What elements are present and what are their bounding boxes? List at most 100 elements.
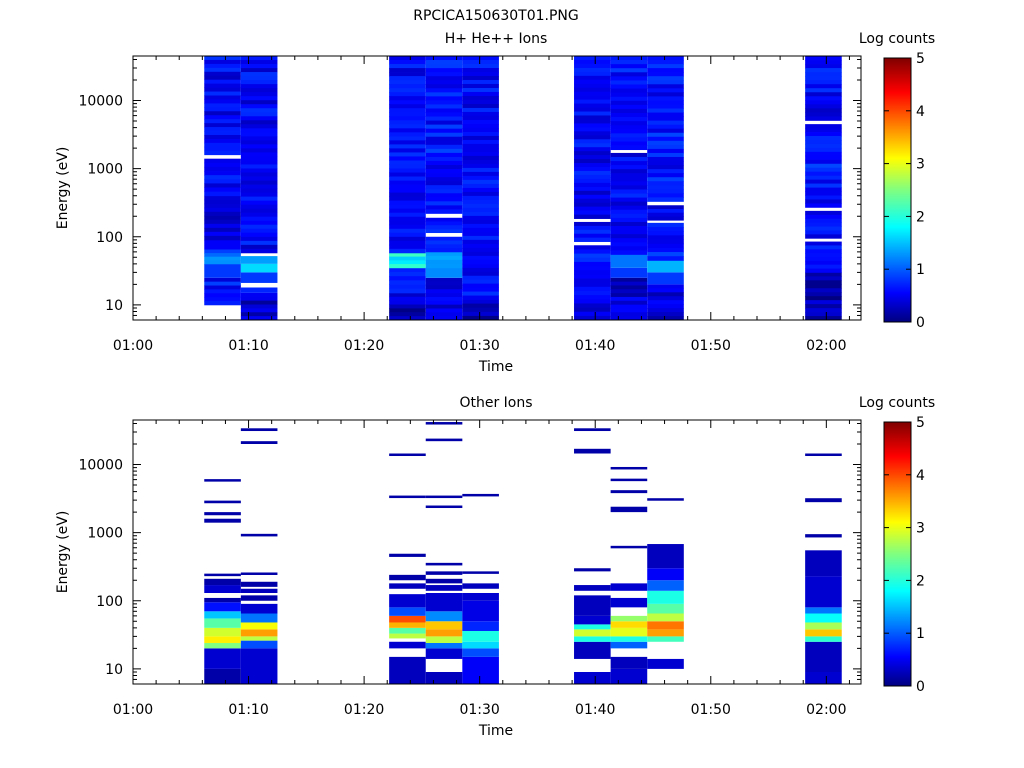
spectrogram-cell (462, 163, 499, 169)
spectrogram-cell (389, 184, 426, 189)
spectrogram-cell (389, 553, 426, 557)
spectrogram-cell (425, 104, 463, 109)
spectrogram-cell (425, 60, 463, 65)
spectrogram-cell (805, 300, 842, 305)
spectrogram-cell (462, 159, 499, 165)
spectrogram-cell (204, 171, 241, 176)
spectrogram-cell (204, 500, 241, 504)
spectrogram-cell (389, 260, 426, 265)
spectrogram-cell (204, 219, 241, 225)
spectrogram-cell (462, 295, 499, 300)
x-tick-label: 01:00 (113, 702, 153, 718)
spectrogram-cell (610, 238, 648, 243)
spectrogram-cell (574, 307, 611, 313)
spectrogram-cell (647, 152, 684, 158)
colorbar-tick-label: 2 (916, 573, 925, 589)
spectrogram-cell (204, 131, 241, 136)
spectrogram-cell (647, 256, 684, 261)
spectrogram-cell (240, 148, 278, 153)
spectrogram-cell (647, 132, 684, 138)
spectrogram-cell (425, 140, 463, 146)
spectrogram-cell (425, 505, 463, 509)
spectrogram-cell (462, 215, 499, 221)
spectrogram-cell (240, 132, 278, 137)
spectrogram-cell (240, 144, 278, 149)
spectrogram-cell (240, 629, 278, 637)
x-tick-label: 01:10 (228, 702, 268, 718)
spectrogram-cell (805, 116, 842, 121)
spectrogram-cell (240, 240, 278, 246)
spectrogram-cell (610, 125, 648, 130)
spectrogram-cell (389, 92, 426, 97)
spectrogram-cell (462, 199, 499, 205)
spectrogram-cell (647, 284, 684, 289)
spectrogram-cell (204, 111, 241, 116)
spectrogram-cell (462, 267, 499, 273)
spectrogram-cell (610, 185, 648, 190)
spectrogram-cell (204, 179, 241, 184)
spectrogram-cell (425, 197, 463, 202)
spectrogram-cell (425, 259, 463, 265)
panel-2-y-label: Energy (eV) (55, 511, 71, 594)
spectrogram-cell (425, 438, 463, 442)
spectrogram-cell (574, 159, 611, 164)
spectrogram-cell (389, 224, 426, 230)
spectrogram-cell (610, 621, 648, 628)
spectrogram-cell (574, 71, 611, 77)
spectrogram-cell (240, 308, 278, 313)
spectrogram-cell (805, 218, 842, 224)
spectrogram-cell (574, 131, 611, 136)
spectrogram-cell (204, 301, 241, 306)
x-tick-label: 01:40 (575, 338, 615, 354)
spectrogram-cell (240, 60, 278, 65)
spectrogram-cell (647, 169, 684, 174)
spectrogram-cell (574, 198, 611, 204)
spectrogram-cell (389, 88, 426, 93)
spectrogram-cell (647, 243, 684, 249)
spectrogram-cell (204, 207, 241, 213)
spectrogram-cell (574, 75, 611, 81)
spectrogram-cell (389, 656, 426, 684)
spectrogram-cell (574, 428, 611, 432)
spectrogram-cell (805, 175, 842, 181)
spectrogram-cell (805, 191, 842, 196)
spectrogram-cell (204, 59, 241, 65)
spectrogram-cell (240, 613, 278, 623)
spectrogram-cell (240, 316, 278, 321)
spectrogram-cell (389, 240, 426, 246)
spectrogram-cell (610, 80, 648, 85)
spectrogram-cell (647, 603, 684, 614)
spectrogram-cell (610, 141, 648, 146)
spectrogram-cell (574, 303, 611, 308)
spectrogram-cell (425, 285, 463, 290)
spectrogram-cell (805, 296, 842, 301)
spectrogram-cell (610, 226, 648, 231)
spectrogram-cell (805, 88, 842, 93)
spectrogram-cell (462, 67, 499, 73)
y-tick-label: 100 (96, 230, 123, 246)
spectrogram-cell (647, 64, 684, 69)
spectrogram-cell (425, 221, 463, 226)
spectrogram-cell (240, 180, 278, 185)
spectrogram-cell (389, 124, 426, 129)
spectrogram-cell (389, 132, 426, 137)
y-tick-label: 1000 (87, 162, 123, 178)
spectrogram-cell (389, 288, 426, 294)
spectrogram-cell (647, 60, 684, 65)
spectrogram-cell (240, 72, 278, 77)
colorbar-tick-label: 4 (916, 468, 925, 484)
spectrogram-cell (574, 170, 611, 176)
spectrogram-cell (647, 222, 684, 228)
spectrogram-cell (574, 182, 611, 188)
spectrogram-cell (574, 282, 611, 288)
panel-2-colorbar (883, 421, 912, 687)
spectrogram-cell (805, 629, 842, 637)
spectrogram-cell (425, 217, 463, 222)
spectrogram-cell (574, 315, 611, 321)
spectrogram-cell (574, 237, 611, 242)
spectrogram-cell (647, 292, 684, 297)
spectrogram-cell (610, 615, 648, 622)
spectrogram-cell (805, 304, 842, 309)
spectrogram-cell (805, 222, 842, 227)
spectrogram-cell (240, 80, 278, 85)
